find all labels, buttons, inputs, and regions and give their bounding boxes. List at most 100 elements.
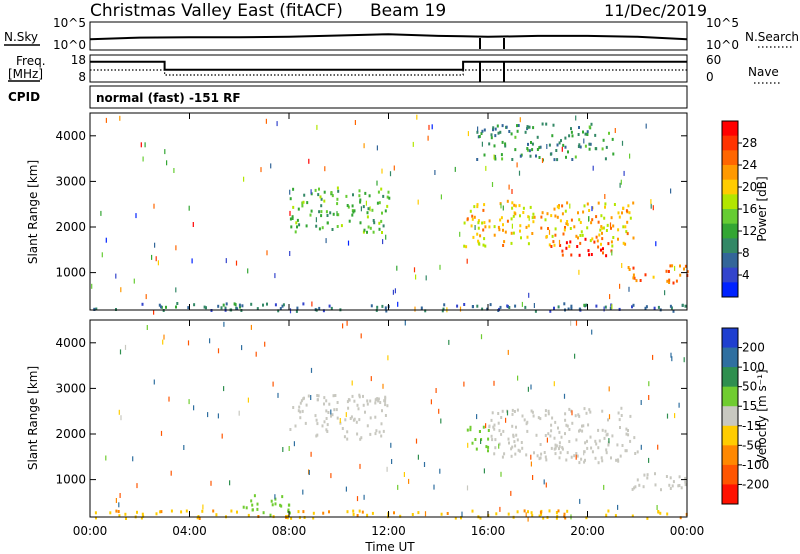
data-point [642,485,645,489]
data-point [381,304,384,308]
data-point [531,148,534,152]
data-point [620,414,623,417]
data-point [282,447,284,452]
data-point [526,420,529,424]
data-point [277,309,280,313]
data-point [588,125,591,129]
noise-right-tick-bottom: 10^0 [706,38,739,52]
data-point [643,473,646,477]
data-point [562,232,565,236]
data-point [578,218,581,222]
data-point [522,211,525,214]
data-point [525,453,528,457]
data-point [250,499,253,503]
data-point [558,204,560,208]
data-point [480,132,483,135]
data-point [242,505,245,509]
data-point [521,414,524,418]
data-point [431,124,433,130]
data-point [481,221,484,225]
x-tick-label: 00:00 [73,524,108,538]
x-tick-label: 08:00 [272,524,307,538]
data-point [223,321,225,327]
data-point [247,268,249,274]
data-point [328,304,331,308]
data-point [514,212,517,216]
data-point [648,457,650,463]
data-point [376,201,379,205]
data-point [617,411,620,415]
data-point [300,399,303,403]
data-point [600,225,603,229]
data-point [574,353,576,359]
data-point [325,210,328,214]
data-point [170,470,172,476]
colorbar-cell [722,347,738,368]
data-point [538,457,541,461]
data-point [577,145,580,148]
data-point [620,179,622,185]
data-point [603,216,606,220]
data-point [578,126,580,129]
data-point [545,235,548,238]
data-point [569,203,571,209]
data-point [483,153,486,157]
power-scatter [91,114,689,315]
data-point [529,154,532,158]
data-point [187,306,190,310]
data-point [416,114,418,120]
data-point [556,215,559,219]
colorbar-cell [722,367,738,388]
data-point [521,446,524,450]
data-point [502,205,504,211]
data-point [222,303,225,307]
noise-left-tick-top: 10^5 [53,16,86,30]
data-point [563,302,566,306]
data-point [490,418,493,422]
data-point [347,205,350,209]
data-point [302,302,305,306]
data-point [495,512,498,516]
data-point [502,429,505,433]
data-point [497,421,500,425]
data-point [582,210,585,214]
y-tick-label: 2000 [55,427,86,441]
data-point [256,502,259,506]
nave-label: Nave [748,65,779,79]
data-point [454,516,457,520]
time-x-ticks: 00:00 04:00 08:00 12:00 16:00 20:00 00:00 [73,113,704,538]
data-point [629,153,631,159]
velocity-scatter [94,320,688,522]
data-point [632,273,635,277]
data-point [105,237,107,243]
data-point [612,224,615,228]
data-point [488,424,491,428]
data-point [573,225,576,229]
data-point [501,157,504,161]
data-point [320,197,323,201]
data-point [153,309,155,315]
data-point [646,516,649,520]
data-point [621,263,623,268]
data-point [411,513,414,516]
data-point [384,403,387,407]
data-point [374,401,377,405]
data-point [531,142,534,146]
data-point [602,138,605,142]
data-point [221,433,223,439]
data-point [625,209,628,213]
data-point [326,214,329,217]
data-point [625,427,628,431]
data-point [557,509,560,513]
data-point [94,511,97,515]
x-tick-label: 04:00 [172,524,207,538]
data-point [511,445,514,449]
data-point [162,339,164,345]
data-point [601,428,604,432]
data-point [372,219,375,222]
data-point [552,123,555,127]
data-point [518,204,521,208]
data-point [272,381,274,387]
data-point [517,124,520,127]
data-point [433,484,435,490]
